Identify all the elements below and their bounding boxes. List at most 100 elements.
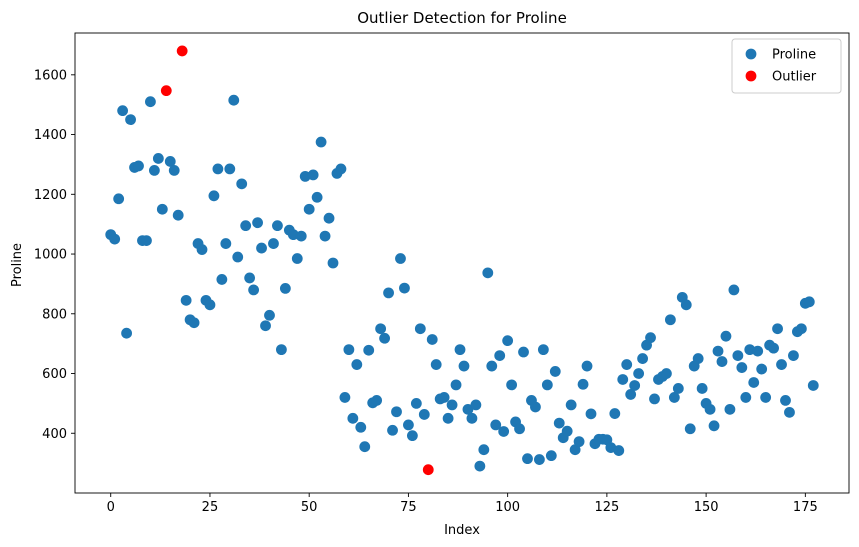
data-point: [470, 399, 482, 411]
data-point: [752, 345, 764, 357]
data-point: [760, 392, 772, 403]
legend: Proline Outlier: [731, 38, 842, 94]
data-point: [573, 436, 585, 448]
data-point: [490, 419, 502, 431]
data-point: [410, 397, 422, 409]
data-point: [315, 136, 327, 148]
data-point: [339, 392, 351, 403]
data-point: [141, 235, 152, 246]
y-tick-label: 600: [42, 367, 67, 382]
data-point: [724, 403, 736, 415]
data-point: [494, 350, 506, 361]
data-point: [387, 424, 398, 436]
data-point: [684, 423, 696, 435]
data-point: [395, 253, 406, 264]
data-point: [633, 368, 645, 379]
data-point: [577, 378, 589, 390]
data-point: [696, 383, 708, 394]
data-point: [240, 220, 252, 232]
data-point: [478, 444, 490, 456]
x-tick-label: 150: [694, 500, 719, 515]
data-point: [355, 421, 367, 433]
data-point: [204, 299, 216, 311]
data-point: [530, 401, 541, 413]
data-point: [307, 169, 319, 181]
data-point: [438, 392, 450, 403]
data-point: [672, 383, 684, 394]
legend-marker: [745, 48, 757, 60]
data-point: [196, 244, 208, 255]
data-point: [403, 419, 414, 431]
data-point: [474, 460, 486, 472]
data-point: [228, 94, 240, 106]
data-point: [637, 353, 648, 364]
data-point: [224, 163, 236, 175]
data-point: [704, 403, 716, 415]
plot-area: [74, 32, 850, 494]
y-tick-label: 1000: [34, 248, 67, 263]
data-point: [414, 323, 426, 335]
data-point: [534, 454, 545, 465]
x-axis: 0 25 50 75 100 125 150 175: [107, 493, 818, 515]
data-point: [145, 96, 156, 108]
data-point: [807, 380, 819, 391]
data-point: [244, 272, 256, 284]
data-point: [113, 193, 125, 205]
data-point: [343, 344, 355, 356]
x-axis-label: Index: [444, 523, 480, 538]
data-point: [236, 178, 248, 190]
data-point: [279, 282, 291, 294]
data-point: [720, 330, 732, 342]
data-point: [256, 242, 267, 254]
data-point: [661, 368, 672, 379]
data-point: [208, 190, 220, 202]
data-point: [664, 314, 676, 326]
data-point: [581, 360, 593, 372]
data-point: [430, 359, 442, 370]
data-point: [450, 379, 462, 391]
data-point: [565, 399, 577, 411]
data-point: [736, 362, 748, 373]
data-point: [708, 420, 720, 432]
data-point: [260, 320, 271, 332]
data-point: [609, 408, 621, 419]
data-point: [625, 389, 637, 400]
data-point: [156, 203, 168, 215]
data-point: [375, 323, 387, 335]
data-point: [252, 217, 263, 229]
data-point: [168, 165, 180, 176]
data-point: [276, 344, 287, 356]
data-point: [668, 392, 680, 403]
data-point: [125, 114, 136, 126]
data-point: [220, 238, 232, 249]
data-point: [645, 332, 656, 344]
x-tick-label: 25: [202, 500, 219, 515]
data-point: [680, 299, 692, 311]
y-tick-label: 1600: [34, 68, 67, 83]
x-tick-label: 125: [594, 500, 619, 515]
x-tick-label: 0: [107, 500, 115, 515]
data-point: [649, 393, 660, 405]
data-point: [629, 380, 641, 391]
chart-title: Outlier Detection for Proline: [357, 9, 567, 27]
data-point: [716, 356, 728, 367]
data-point: [212, 163, 224, 175]
data-point: [109, 233, 121, 245]
data-point: [482, 267, 494, 279]
data-point: [327, 257, 339, 269]
data-point: [740, 392, 752, 403]
data-point: [188, 317, 200, 329]
data-point: [426, 334, 438, 345]
data-point: [164, 156, 176, 167]
data-point: [160, 85, 172, 97]
data-point: [180, 294, 192, 306]
legend-box: [731, 38, 842, 94]
data-point: [462, 403, 474, 415]
data-point: [541, 379, 553, 391]
data-point: [784, 406, 795, 418]
data-points: [105, 45, 819, 476]
data-point: [172, 209, 184, 221]
data-point: [176, 45, 188, 57]
x-tick-label: 175: [793, 500, 818, 515]
data-point: [498, 426, 510, 437]
